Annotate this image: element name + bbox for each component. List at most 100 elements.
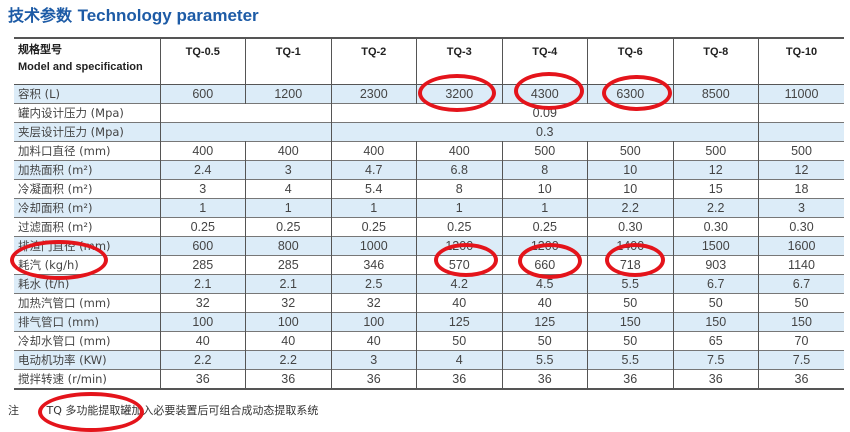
table-cell: 15 bbox=[672, 179, 759, 199]
model-header: TQ-10 bbox=[758, 38, 844, 85]
table-cell: 903 bbox=[672, 255, 759, 275]
model-header: TQ-6 bbox=[587, 38, 674, 85]
table-cell: 600 bbox=[159, 84, 246, 104]
row-label: 冷却水管口 (mm) bbox=[14, 331, 161, 351]
table-cell: 5.5 bbox=[587, 350, 674, 370]
table-cell: 3200 bbox=[416, 84, 503, 104]
table-cell: 500 bbox=[672, 141, 759, 161]
table-cell: 0.25 bbox=[416, 217, 503, 237]
table-cell: 10 bbox=[587, 179, 674, 199]
table-cell: 100 bbox=[330, 312, 417, 332]
table-cell: 800 bbox=[245, 236, 332, 256]
table-cell: 1200 bbox=[416, 236, 503, 256]
table-row: 夹层设计压力 (Mpa) 0.3 bbox=[14, 122, 844, 142]
table-cell: 32 bbox=[330, 293, 417, 313]
merged-value: 0.3 bbox=[330, 122, 759, 142]
header-label-en: Model and specification bbox=[18, 61, 143, 73]
table-cell: 40 bbox=[330, 331, 417, 351]
model-header: TQ-3 bbox=[416, 38, 503, 85]
row-label: 冷却面积 (m²) bbox=[14, 198, 161, 218]
table-cell: 285 bbox=[245, 255, 332, 275]
model-header: TQ-8 bbox=[672, 38, 759, 85]
table-cell: 8 bbox=[501, 160, 588, 180]
table-cell: 4.5 bbox=[501, 274, 588, 294]
table-cell: 7.5 bbox=[758, 350, 844, 370]
header-label-cn: 规格型号 bbox=[18, 44, 62, 56]
table-cell: 3 bbox=[245, 160, 332, 180]
table-cell: 2.1 bbox=[245, 274, 332, 294]
table-cell: 11000 bbox=[758, 84, 844, 104]
table-cell: 36 bbox=[245, 369, 332, 389]
empty-cell bbox=[758, 103, 844, 123]
table-cell: 50 bbox=[758, 293, 844, 313]
table-cell: 36 bbox=[587, 369, 674, 389]
table-cell: 100 bbox=[245, 312, 332, 332]
table-cell: 0.25 bbox=[245, 217, 332, 237]
table-cell: 718 bbox=[587, 255, 674, 275]
table-cell: 5.5 bbox=[501, 350, 588, 370]
table-cell: 400 bbox=[330, 141, 417, 161]
table-cell: 0.25 bbox=[501, 217, 588, 237]
table-cell: 1400 bbox=[587, 236, 674, 256]
table-cell: 2.2 bbox=[587, 198, 674, 218]
table-cell: 65 bbox=[672, 331, 759, 351]
table-cell: 400 bbox=[159, 141, 246, 161]
table-row: 加热汽管口 (mm) 32 32 32 40 40 50 50 50 bbox=[14, 293, 844, 313]
model-header: TQ-4 bbox=[501, 38, 588, 85]
table-cell: 2.5 bbox=[330, 274, 417, 294]
parameter-table: 规格型号 Model and specification TQ-0.5 TQ-1… bbox=[14, 37, 844, 390]
table-cell: 8 bbox=[416, 179, 503, 199]
table-row: 冷却水管口 (mm) 40 40 40 50 50 50 65 70 bbox=[14, 331, 844, 351]
table-cell: 32 bbox=[159, 293, 246, 313]
table-cell: 4300 bbox=[501, 84, 588, 104]
table-cell: 36 bbox=[416, 369, 503, 389]
header-label: 规格型号 Model and specification bbox=[14, 38, 161, 85]
note-text: TQ 多功能提取罐加入必要装置后可组合成动态提取系统 bbox=[46, 404, 319, 417]
table-cell: 3 bbox=[159, 179, 246, 199]
table-cell: 600 bbox=[159, 236, 246, 256]
table-cell: 3 bbox=[758, 198, 844, 218]
table-cell: 150 bbox=[587, 312, 674, 332]
table-cell: 0.25 bbox=[330, 217, 417, 237]
table-cell: 4.7 bbox=[330, 160, 417, 180]
table-cell: 1 bbox=[159, 198, 246, 218]
table-row: 冷凝面积 (m²) 3 4 5.4 8 10 10 15 18 bbox=[14, 179, 844, 199]
table-row: 过滤面积 (m²) 0.25 0.25 0.25 0.25 0.25 0.30 0.30 0.3… bbox=[14, 217, 844, 237]
table-cell: 40 bbox=[501, 293, 588, 313]
empty-cell bbox=[159, 103, 332, 123]
row-label: 加料口直径 (mm) bbox=[14, 141, 161, 161]
table-row: 耗水 (t/h) 2.1 2.1 2.5 4.2 4.5 5.5 6.7 6.7 bbox=[14, 274, 844, 294]
empty-cell bbox=[159, 122, 332, 142]
table-cell: 1140 bbox=[758, 255, 844, 275]
row-label: 加热面积 (m²) bbox=[14, 160, 161, 180]
row-label: 加热汽管口 (mm) bbox=[14, 293, 161, 313]
footnote: 注 TQ 多功能提取罐加入必要装置后可组合成动态提取系统 bbox=[8, 404, 318, 418]
table-cell: 2.2 bbox=[159, 350, 246, 370]
table-cell: 0.25 bbox=[159, 217, 246, 237]
table-cell: 50 bbox=[501, 331, 588, 351]
table-cell: 125 bbox=[416, 312, 503, 332]
table-row: 加料口直径 (mm) 400 400 400 400 500 500 500 500 bbox=[14, 141, 844, 161]
table-cell: 2300 bbox=[330, 84, 417, 104]
table-cell: 3 bbox=[330, 350, 417, 370]
table-cell: 40 bbox=[416, 293, 503, 313]
row-label: 夹层设计压力 (Mpa) bbox=[14, 122, 161, 142]
title-cn: 技术参数 bbox=[8, 6, 73, 25]
table-cell: 570 bbox=[416, 255, 503, 275]
model-header: TQ-2 bbox=[330, 38, 417, 85]
table-cell: 1 bbox=[501, 198, 588, 218]
table-cell: 5.5 bbox=[587, 274, 674, 294]
table-cell: 2.2 bbox=[672, 198, 759, 218]
table-cell: 400 bbox=[245, 141, 332, 161]
table-cell: 36 bbox=[330, 369, 417, 389]
table-cell: 50 bbox=[672, 293, 759, 313]
table-cell: 1500 bbox=[672, 236, 759, 256]
table-cell: 4 bbox=[416, 350, 503, 370]
page-title: 技术参数 Technology parameter bbox=[8, 6, 259, 26]
table-row: 罐内设计压力 (Mpa) 0.09 bbox=[14, 103, 844, 123]
table-cell: 4 bbox=[245, 179, 332, 199]
row-label: 耗汽 (kg/h) bbox=[14, 255, 161, 275]
table-cell: 2.1 bbox=[159, 274, 246, 294]
table-cell: 70 bbox=[758, 331, 844, 351]
table-cell: 400 bbox=[416, 141, 503, 161]
